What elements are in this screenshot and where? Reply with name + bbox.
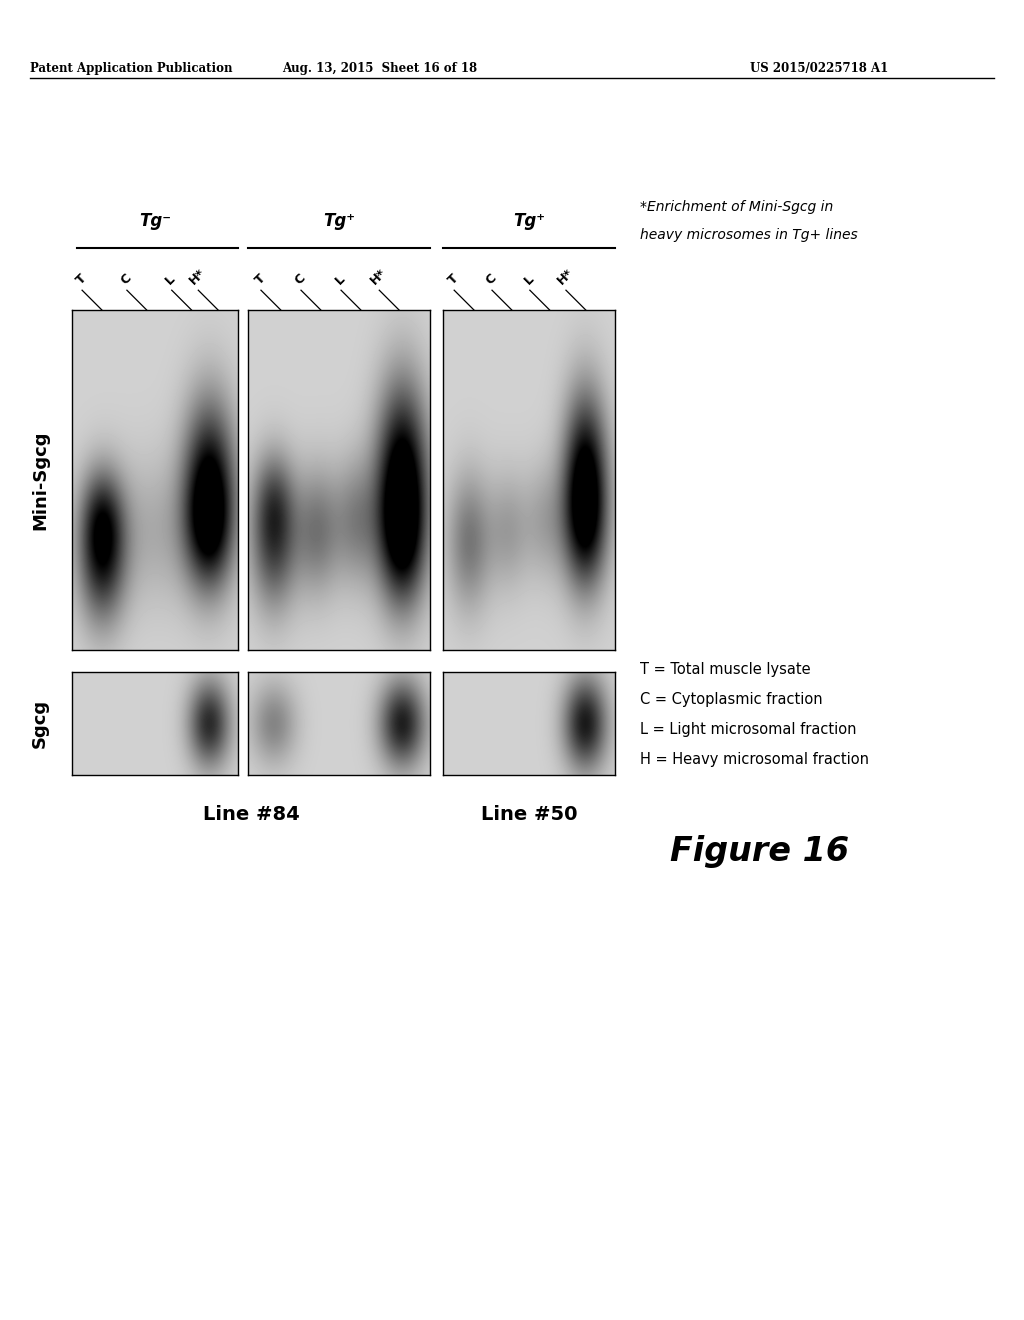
Text: *Enrichment of Mini-Sgcg in: *Enrichment of Mini-Sgcg in (640, 201, 834, 214)
Text: Line #50: Line #50 (480, 805, 578, 824)
Text: Tg⁻: Tg⁻ (139, 213, 171, 230)
Text: Tg⁺: Tg⁺ (323, 213, 355, 230)
Text: Tg⁺: Tg⁺ (513, 213, 545, 230)
Text: T: T (74, 272, 89, 288)
Text: C = Cytoplasmic fraction: C = Cytoplasmic fraction (640, 692, 822, 708)
Text: L: L (521, 272, 537, 288)
Text: C: C (483, 272, 499, 288)
Text: L: L (163, 272, 178, 288)
Text: T: T (252, 272, 267, 288)
Text: Figure 16: Figure 16 (671, 836, 850, 869)
Text: T: T (445, 272, 461, 288)
Text: Patent Application Publication: Patent Application Publication (30, 62, 232, 75)
Text: H*: H* (554, 267, 575, 288)
Text: Line #84: Line #84 (203, 805, 299, 824)
Text: C: C (292, 272, 308, 288)
Text: C: C (118, 272, 134, 288)
Text: Mini-Sgcg: Mini-Sgcg (31, 430, 49, 529)
Text: Aug. 13, 2015  Sheet 16 of 18: Aug. 13, 2015 Sheet 16 of 18 (283, 62, 477, 75)
Text: H*: H* (368, 267, 389, 288)
Text: US 2015/0225718 A1: US 2015/0225718 A1 (750, 62, 888, 75)
Text: H = Heavy microsomal fraction: H = Heavy microsomal fraction (640, 752, 869, 767)
Text: L: L (333, 272, 347, 288)
Text: L = Light microsomal fraction: L = Light microsomal fraction (640, 722, 856, 737)
Text: heavy microsomes in Tg+ lines: heavy microsomes in Tg+ lines (640, 228, 858, 242)
Text: T = Total muscle lysate: T = Total muscle lysate (640, 663, 811, 677)
Text: H*: H* (186, 267, 208, 288)
Text: Sgcg: Sgcg (31, 698, 49, 748)
